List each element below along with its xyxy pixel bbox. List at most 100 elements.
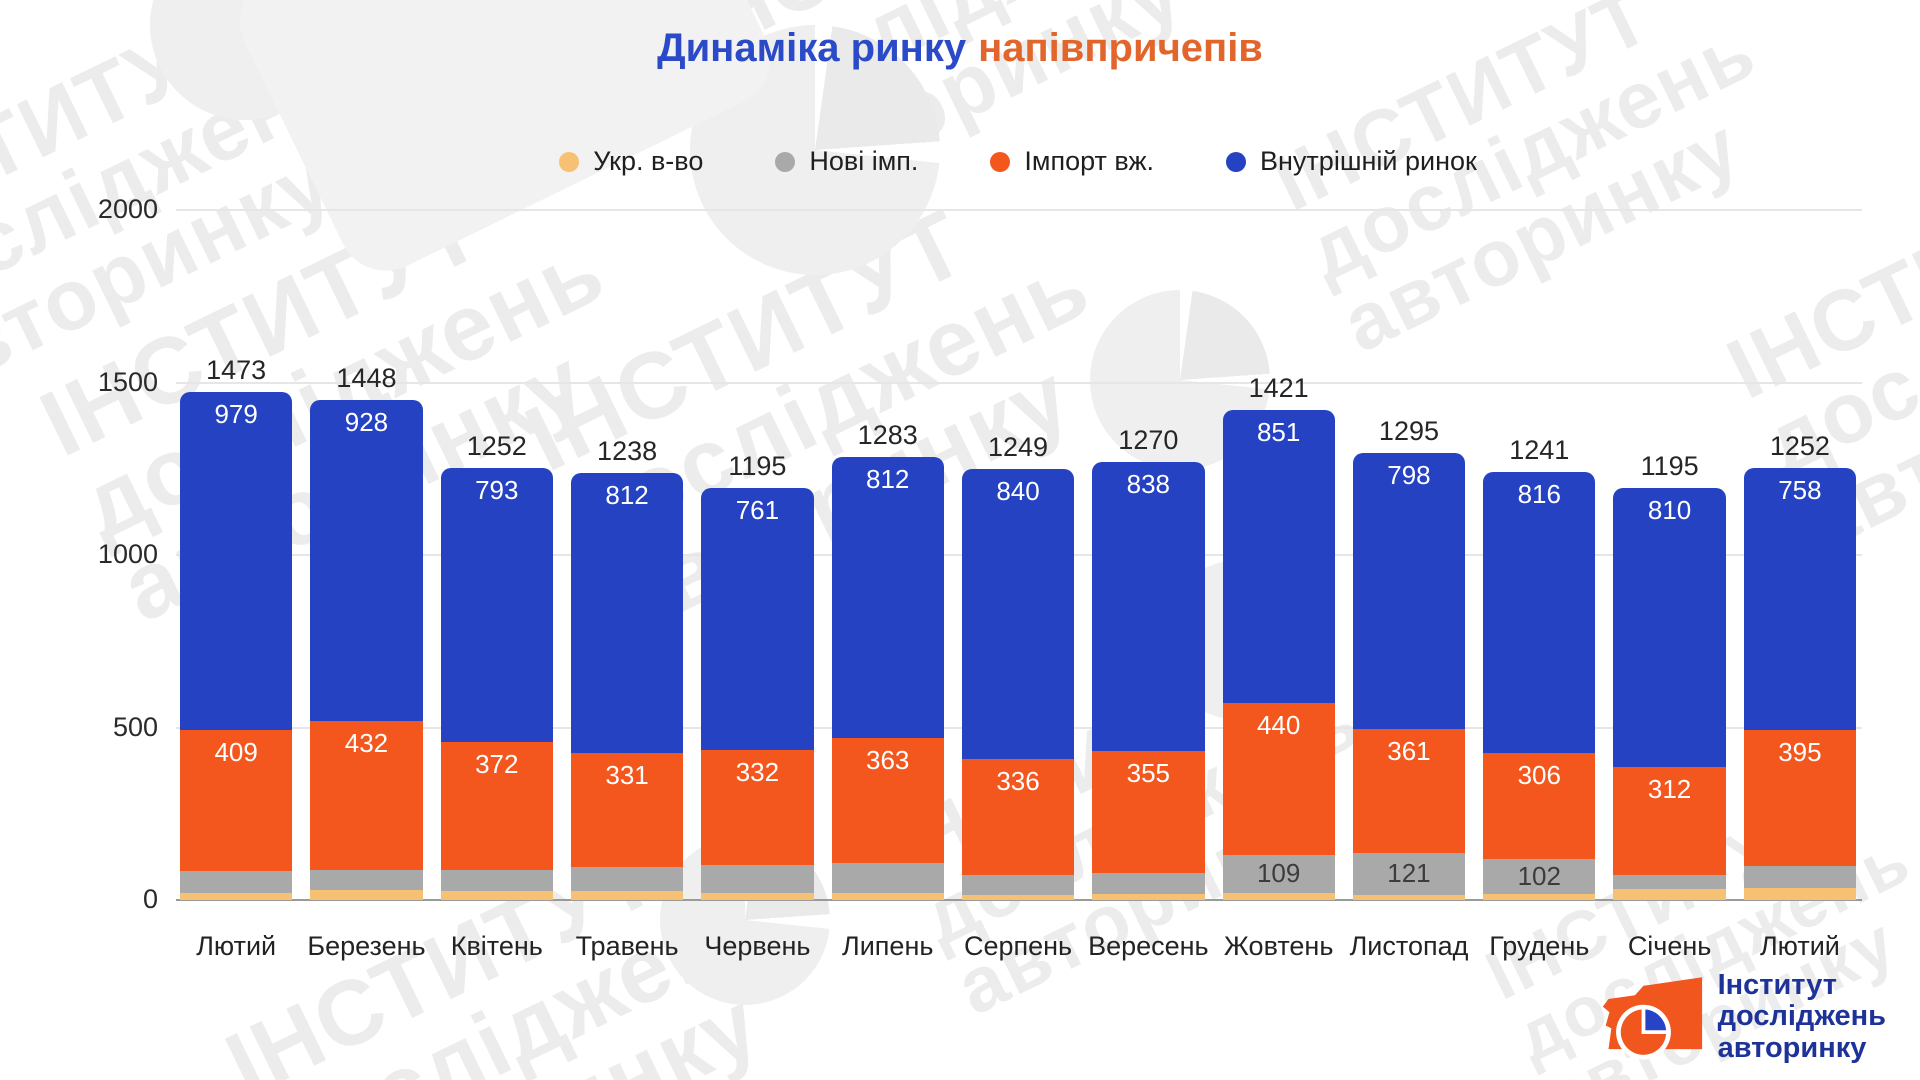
brand-logo: Інститут досліджень авторинку <box>1600 969 1886 1064</box>
bar-segment: 793 <box>440 468 553 742</box>
bar-segment: 928 <box>310 400 423 721</box>
bar-segment <box>831 862 944 894</box>
bar-segment: 761 <box>701 487 814 751</box>
brand-logo-text: Інститут досліджень авторинку <box>1717 969 1886 1064</box>
bar-total-label: 1195 <box>728 450 787 481</box>
legend-label: Внутрішній ринок <box>1260 146 1477 176</box>
bar-segment: 332 <box>701 750 814 865</box>
bar-stack: 851 440 109 <box>1222 409 1335 900</box>
x-axis-category-label: Травень <box>575 931 679 961</box>
x-axis-category-label: Жовтень <box>1223 931 1334 961</box>
bars-container: 979 409 1473 Лютий 928 432 1448 Березень 793 372 1… <box>180 210 1857 961</box>
bar-segment: 432 <box>310 720 423 870</box>
segment-value-label: 810 <box>1647 494 1692 525</box>
bar-segment: 816 <box>1483 471 1596 754</box>
y-axis-tick-label: 0 <box>142 884 158 914</box>
bar-column: 838 355 1270 Вересень <box>1088 210 1209 961</box>
bar-segment <box>440 890 553 900</box>
x-axis-category-label: Вересень <box>1088 931 1209 961</box>
legend-item: Укр. в-во <box>559 146 703 177</box>
x-axis-category-label: Березень <box>307 931 426 961</box>
gridline <box>176 899 1862 901</box>
legend: Укр. в-во Нові імп. Імпорт вж. Внутрішній р… <box>180 146 1856 177</box>
bar-segment: 121 <box>1352 853 1466 895</box>
y-axis-tick-label: 1500 <box>97 366 158 397</box>
brand-logo-line2: досліджень <box>1717 1000 1886 1033</box>
bar-stack: 812 363 <box>831 457 944 900</box>
bar-column: 928 432 1448 Березень <box>307 210 425 961</box>
segment-value-label: 336 <box>996 765 1040 796</box>
legend-label: Нові імп. <box>809 146 919 176</box>
bar-segment <box>1743 888 1857 900</box>
y-axis-tick-label: 500 <box>112 711 158 742</box>
x-axis-category-label: Червень <box>704 931 811 961</box>
bar-segment <box>180 893 293 900</box>
legend-color-dot <box>559 151 580 172</box>
bar-segment: 312 <box>1613 767 1726 875</box>
legend-color-dot <box>1226 151 1247 172</box>
legend-color-dot <box>775 151 796 172</box>
bar-total-label: 1270 <box>1118 424 1179 455</box>
segment-value-label: 372 <box>475 748 519 779</box>
bar-segment: 851 <box>1222 409 1335 704</box>
legend-item: Імпорт вж. <box>990 146 1154 177</box>
bar-total-label: 1295 <box>1378 416 1440 447</box>
x-axis-category-label: Січень <box>1627 931 1712 961</box>
legend-label: Укр. в-во <box>593 146 704 176</box>
bar-segment <box>1092 873 1205 895</box>
bar-segment: 812 <box>570 472 684 754</box>
bar-total-label: 1283 <box>857 420 918 451</box>
segment-value-label: 331 <box>605 760 649 791</box>
bar-segment: 440 <box>1222 703 1335 856</box>
bar-segment <box>1222 892 1335 900</box>
bar-total-label: 1252 <box>1769 431 1830 462</box>
bar-segment <box>1352 894 1466 900</box>
segment-value-label: 109 <box>1256 857 1301 888</box>
bar-segment <box>961 874 1075 895</box>
bar-total-label: 1249 <box>987 432 1049 463</box>
chart-title-part1: Динаміка ринку <box>657 26 967 70</box>
bar-segment: 979 <box>180 391 293 730</box>
bar-segment <box>1092 894 1205 900</box>
bar-segment <box>1483 894 1596 900</box>
segment-value-label: 102 <box>1517 860 1561 891</box>
bar-column: 979 409 1473 Лютий <box>180 210 293 961</box>
x-axis-category-label: Липень <box>842 931 934 961</box>
bar-segment: 812 <box>831 457 944 738</box>
bar-column: 812 331 1238 Травень <box>570 210 684 961</box>
bar-segment: 102 <box>1483 858 1596 895</box>
bar-stack: 793 372 <box>440 468 553 900</box>
brand-logo-line1: Інститут <box>1717 969 1837 1002</box>
bar-segment <box>570 867 684 891</box>
x-axis-category-label: Квітень <box>450 931 543 961</box>
bar-total-label: 1195 <box>1640 450 1699 481</box>
bar-segment: 840 <box>961 469 1075 759</box>
bar-column: 761 332 1195 Червень <box>701 210 814 961</box>
bar-stack: 758 395 <box>1743 468 1857 900</box>
bar-segment <box>1613 874 1726 889</box>
bar-segment: 331 <box>570 753 684 868</box>
bar-column: 758 395 1252 Лютий <box>1743 210 1857 961</box>
segment-value-label: 812 <box>605 479 649 510</box>
bar-segment: 758 <box>1743 468 1857 730</box>
bar-segment: 372 <box>440 741 553 870</box>
segment-value-label: 312 <box>1647 774 1692 805</box>
bar-segment: 798 <box>1352 453 1466 729</box>
bar-segment <box>961 894 1075 900</box>
bar-total-label: 1473 <box>206 354 267 385</box>
segment-value-label: 395 <box>1778 736 1822 767</box>
bar-column: 840 336 1249 Серпень <box>961 210 1075 961</box>
bar-total-label: 1448 <box>336 363 397 394</box>
y-axis-tick-label: 2000 <box>97 194 158 224</box>
bar-segment <box>1743 865 1857 889</box>
x-axis-category-label: Лютий <box>196 931 277 961</box>
bar-column: 816 306 102 1241 Грудень <box>1483 210 1596 961</box>
segment-value-label: 121 <box>1387 857 1431 888</box>
bar-segment: 810 <box>1613 487 1726 768</box>
segment-value-label: 361 <box>1387 735 1431 766</box>
bar-column: 812 363 1283 Липень <box>831 210 944 961</box>
bar-stack: 979 409 <box>180 391 293 900</box>
bar-stack: 810 312 <box>1613 487 1726 900</box>
bar-column: 798 361 121 1295 Листопад <box>1350 210 1469 961</box>
